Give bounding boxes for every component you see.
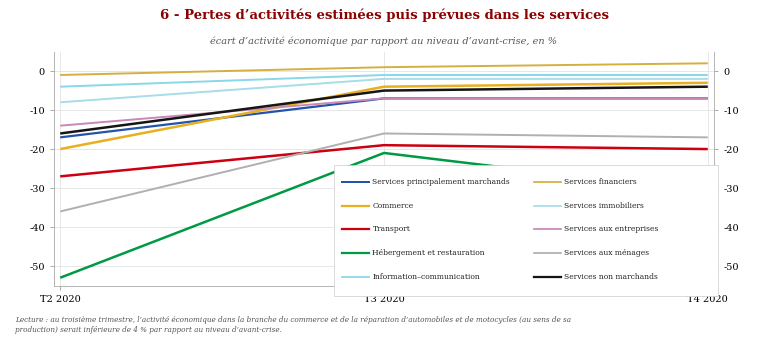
Text: écart d’activité économique par rapport au niveau d’avant-crise, en %: écart d’activité économique par rapport … [210,36,558,46]
Text: Transport: Transport [372,225,410,233]
Text: Lecture : au troisième trimestre, l’activité économique dans la branche du comme: Lecture : au troisième trimestre, l’acti… [15,316,571,334]
Text: Services aux ménages: Services aux ménages [564,249,650,257]
Text: 6 - Pertes d’activités estimées puis prévues dans les services: 6 - Pertes d’activités estimées puis pré… [160,9,608,22]
Text: Services financiers: Services financiers [564,178,637,186]
Text: Hébergement et restauration: Hébergement et restauration [372,249,485,257]
Text: Services immobiliers: Services immobiliers [564,202,644,209]
Text: Services principalement marchands: Services principalement marchands [372,178,510,186]
Text: Services non marchands: Services non marchands [564,273,658,281]
Text: Commerce: Commerce [372,202,414,209]
Text: Services aux entreprises: Services aux entreprises [564,225,659,233]
Text: Information–communication: Information–communication [372,273,480,281]
